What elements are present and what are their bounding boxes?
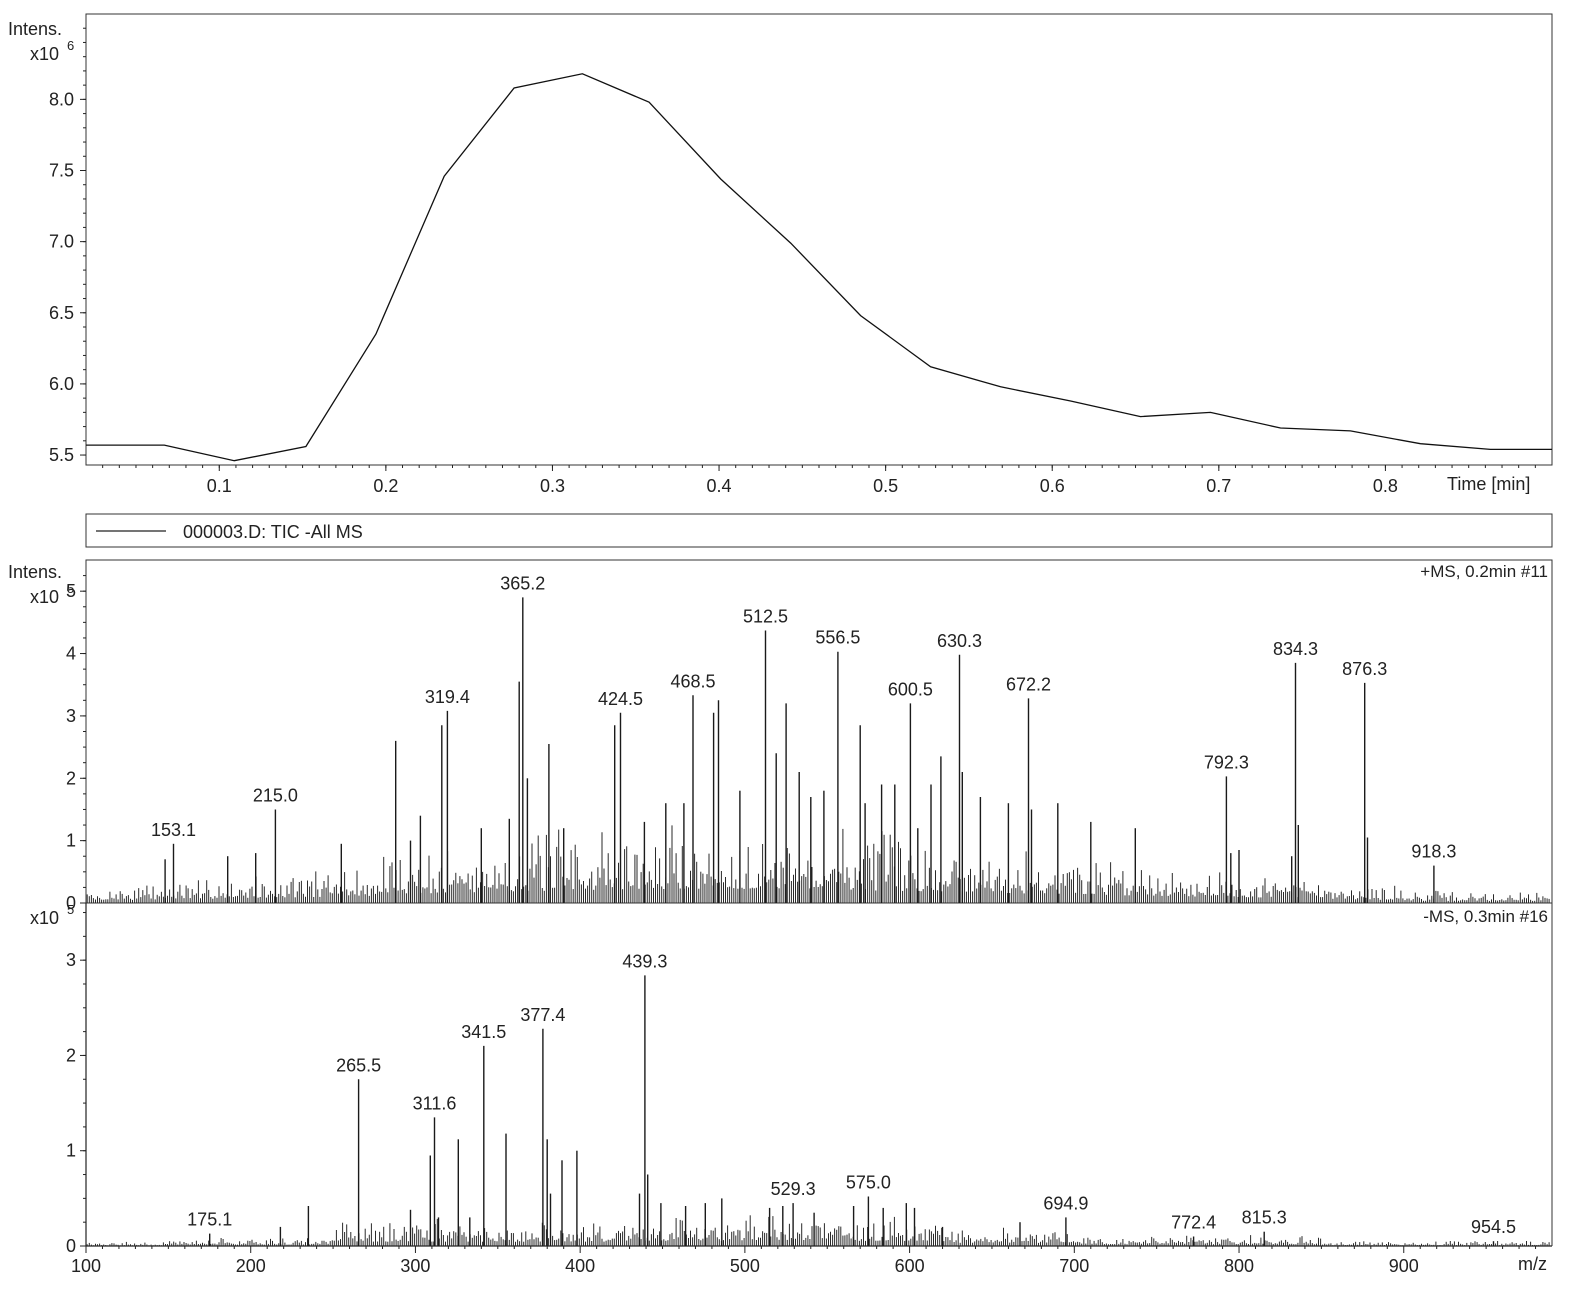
positive-ms-peak-label: 365.2 (500, 573, 545, 593)
positive-ms-spectrum-label: +MS, 0.2min #11 (1420, 562, 1548, 581)
negative-ms-x-tick-label: 800 (1224, 1256, 1254, 1276)
tic-y-ticks: 5.5 6.0 6.5 7.0 7.5 8.0 (49, 27, 86, 465)
negative-ms-peak-label: 529.3 (771, 1179, 816, 1199)
tic-y-exponent: 6 (67, 38, 74, 53)
positive-ms-spectrum-panel: Intens. x10 5 +MS, 0.2min #11 0 1 2 3 4 5 153… (8, 559, 1553, 913)
tic-y-tick-label: 6.0 (49, 374, 74, 394)
negative-ms-peak-label: 175.1 (187, 1210, 232, 1230)
tic-x-tick-label: 0.3 (540, 476, 565, 496)
tic-x-tick-label: 0.7 (1206, 476, 1231, 496)
tic-x-tick-label: 0.5 (873, 476, 898, 496)
negative-ms-x-tick-label: 700 (1059, 1256, 1089, 1276)
negative-ms-spectrum-label: -MS, 0.3min #16 (1423, 907, 1548, 926)
tic-plot-frame (85, 13, 1553, 466)
tic-x-tick-label: 0.1 (207, 476, 232, 496)
tic-x-tick-label: 0.6 (1040, 476, 1065, 496)
tic-x-ticks: 0.1 0.2 0.3 0.4 0.5 0.6 0.7 0.8 (102, 465, 1536, 496)
positive-ms-y-tick-label: 0 (66, 893, 76, 913)
negative-ms-y-tick-label: 1 (66, 1141, 76, 1161)
tic-x-axis-label: Time [min] (1447, 474, 1530, 494)
tic-y-axis-label: Intens. (8, 19, 62, 39)
positive-ms-y-axis-label: Intens. (8, 562, 62, 582)
positive-ms-peaks (164, 597, 1435, 903)
positive-ms-noise-peaks (86, 825, 1550, 903)
negative-ms-y-exponent: 5 (67, 902, 74, 917)
legend-entry-label: 000003.D: TIC -All MS (183, 522, 363, 542)
legend-box (85, 513, 1553, 548)
positive-ms-y-tick-label: 1 (66, 831, 76, 851)
legend: 000003.D: TIC -All MS (85, 513, 1553, 548)
tic-y-tick-label: 8.0 (49, 89, 74, 109)
positive-ms-peak-labels: 153.1 215.0 319.4 365.2 424.5 468.5 512.5 556.5… (151, 573, 1456, 861)
positive-ms-peak-label: 468.5 (670, 671, 715, 691)
positive-ms-y-multiplier: x10 (30, 587, 59, 607)
tic-x-tick-label: 0.4 (707, 476, 732, 496)
positive-ms-y-tick-label: 3 (66, 706, 76, 726)
positive-ms-peak-label: 876.3 (1342, 659, 1387, 679)
positive-ms-peak-label: 672.2 (1006, 674, 1051, 694)
positive-ms-peak-label: 600.5 (888, 679, 933, 699)
positive-ms-peak-label: 153.1 (151, 820, 196, 840)
negative-ms-peak-label: 265.5 (336, 1055, 381, 1075)
negative-ms-y-multiplier: x10 (30, 908, 59, 928)
positive-ms-y-tick-label: 4 (66, 644, 76, 664)
positive-ms-peak-label: 630.3 (937, 631, 982, 651)
negative-ms-y-tick-label: 3 (66, 950, 76, 970)
negative-ms-x-tick-label: 300 (400, 1256, 430, 1276)
negative-ms-peak-label: 439.3 (622, 951, 667, 971)
negative-ms-peak-label: 815.3 (1242, 1208, 1287, 1228)
negative-ms-x-tick-label: 500 (730, 1256, 760, 1276)
positive-ms-peak-label: 834.3 (1273, 639, 1318, 659)
negative-ms-x-axis-label: m/z (1518, 1254, 1547, 1274)
negative-ms-noise-peaks (86, 1215, 1550, 1246)
tic-y-tick-label: 7.5 (49, 160, 74, 180)
tic-x-tick-label: 0.8 (1373, 476, 1398, 496)
negative-ms-peaks (208, 975, 1495, 1246)
tic-x-tick-label: 0.2 (373, 476, 398, 496)
positive-ms-y-ticks: 0 1 2 3 4 5 (66, 575, 86, 913)
negative-ms-x-tick-label: 200 (236, 1256, 266, 1276)
negative-ms-x-tick-label: 600 (895, 1256, 925, 1276)
negative-ms-peak-label: 575.0 (846, 1173, 891, 1193)
tic-chromatogram-panel: Intens. x10 6 5.56.06.57.07.58.0 0.1 0.2 0… (8, 13, 1553, 496)
positive-ms-peak-label: 918.3 (1411, 842, 1456, 862)
negative-ms-peak-labels: 175.1 265.5 311.6 341.5 377.4 439.3 529.3 575.0… (187, 951, 1516, 1237)
negative-ms-peak-label: 694.9 (1043, 1193, 1088, 1213)
positive-ms-peak-label: 792.3 (1204, 752, 1249, 772)
negative-ms-peak-label: 954.5 (1471, 1217, 1516, 1237)
negative-ms-y-tick-label: 2 (66, 1045, 76, 1065)
positive-ms-peak-label: 512.5 (743, 607, 788, 627)
negative-ms-x-tick-label: 100 (71, 1256, 101, 1276)
positive-ms-peak-label: 215.0 (253, 786, 298, 806)
negative-ms-y-ticks: 0 1 2 3 (66, 912, 86, 1256)
positive-ms-peak-label: 424.5 (598, 689, 643, 709)
negative-ms-peak-label: 311.6 (413, 1093, 457, 1113)
negative-ms-peak-label: 377.4 (520, 1005, 565, 1025)
positive-ms-y-tick-label: 5 (66, 581, 76, 601)
negative-ms-y-tick-label: 0 (66, 1236, 76, 1256)
negative-ms-spectrum-panel: x10 5 -MS, 0.3min #16 0 1 2 3 100 200 300 400 5… (30, 902, 1553, 1276)
tic-y-tick-label: 6.5 (49, 303, 74, 323)
positive-ms-peak-label: 556.5 (815, 628, 860, 648)
positive-ms-y-tick-label: 2 (66, 768, 76, 788)
positive-ms-peak-label: 319.4 (425, 687, 470, 707)
positive-ms-plot-frame (85, 559, 1553, 904)
tic-y-tick-label: 7.0 (49, 232, 74, 252)
negative-ms-x-tick-label: 900 (1389, 1256, 1419, 1276)
negative-ms-x-ticks: 100 200 300 400 500 600 700 800 900 (71, 1246, 1537, 1276)
negative-ms-x-tick-label: 400 (565, 1256, 595, 1276)
tic-series-line (86, 73, 1552, 462)
tic-y-tick-label: 5.5 (49, 445, 74, 465)
negative-ms-peak-label: 772.4 (1171, 1213, 1216, 1233)
negative-ms-peak-label: 341.5 (461, 1022, 506, 1042)
tic-y-multiplier: x10 (30, 44, 59, 64)
positive-ms-y-exponent: 5 (67, 581, 74, 596)
